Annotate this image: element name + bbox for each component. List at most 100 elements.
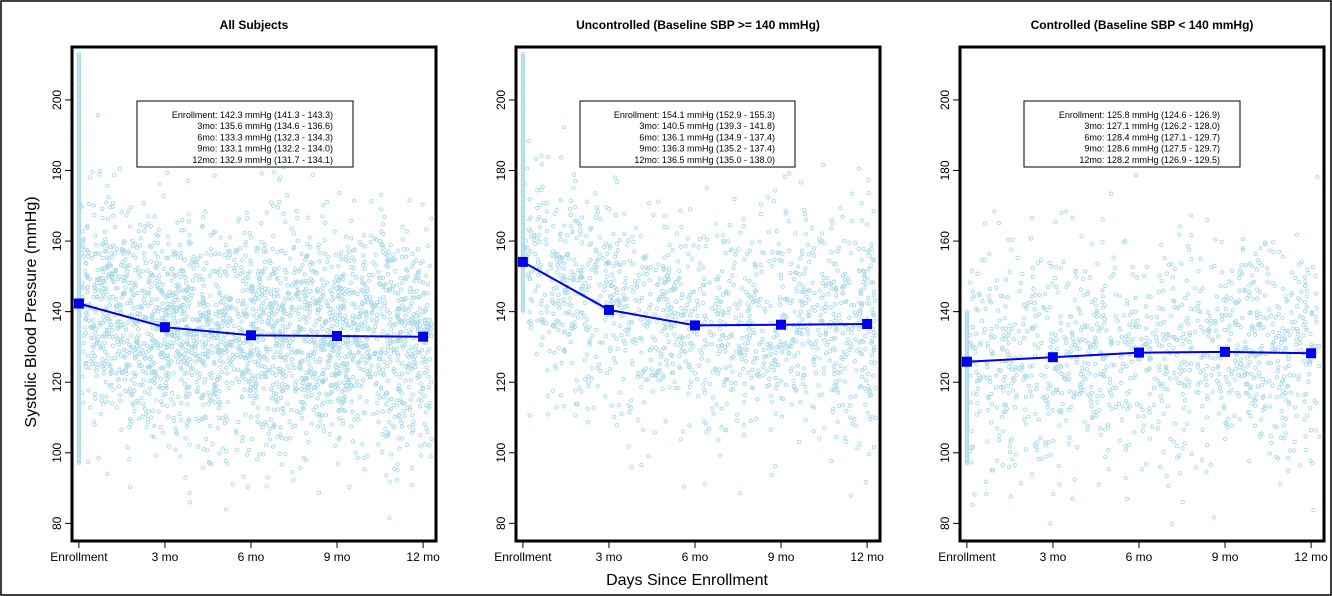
scatter-point xyxy=(169,359,174,364)
scatter-point xyxy=(115,377,121,383)
scatter-point xyxy=(241,474,246,479)
scatter-point xyxy=(425,324,431,330)
scatter-point xyxy=(1185,316,1190,321)
scatter-point xyxy=(819,238,825,244)
scatter-point xyxy=(395,306,401,312)
scatter-point xyxy=(627,410,632,415)
scatter-point xyxy=(607,366,612,372)
scatter-point xyxy=(224,448,229,454)
scatter-point xyxy=(1174,444,1179,449)
scatter-point xyxy=(379,192,384,198)
scatter-point xyxy=(129,418,134,424)
scatter-point xyxy=(97,320,102,325)
scatter-point xyxy=(360,345,365,350)
scatter-point xyxy=(718,326,723,332)
scatter-point xyxy=(116,384,121,389)
scatter-point xyxy=(738,299,743,304)
scatter-point xyxy=(701,265,706,270)
scatter-point xyxy=(1089,299,1094,305)
scatter-point xyxy=(339,275,344,280)
scatter-point xyxy=(287,368,292,373)
scatter-point xyxy=(284,311,289,317)
panel-title: Controlled (Baseline SBP < 140 mmHg) xyxy=(1031,18,1254,32)
scatter-point xyxy=(558,198,563,203)
scatter-point xyxy=(386,397,391,403)
scatter-point xyxy=(829,458,834,464)
scatter-point xyxy=(362,283,368,288)
scatter-point xyxy=(1179,323,1184,328)
scatter-point xyxy=(735,418,740,423)
scatter-point xyxy=(1063,418,1069,423)
scatter-point xyxy=(869,307,875,312)
scatter-point xyxy=(664,358,669,363)
scatter-point xyxy=(641,281,647,287)
scatter-point xyxy=(87,175,93,180)
scatter-point xyxy=(400,224,405,230)
scatter-point xyxy=(552,320,558,325)
scatter-point xyxy=(327,432,332,437)
scatter-point xyxy=(351,353,356,358)
scatter-point xyxy=(424,227,429,232)
scatter-point xyxy=(273,349,278,355)
scatter-point xyxy=(840,214,845,220)
scatter-point xyxy=(248,388,253,393)
scatter-point xyxy=(552,211,557,217)
scatter-point xyxy=(387,311,392,316)
scatter-point xyxy=(656,348,661,353)
scatter-point xyxy=(173,354,179,359)
scatter-point xyxy=(97,251,102,256)
scatter-point xyxy=(819,306,825,312)
scatter-point xyxy=(409,466,415,471)
scatter-point xyxy=(350,439,356,444)
scatter-point xyxy=(361,455,367,461)
scatter-point xyxy=(378,275,383,281)
x-tick-label: 3 mo xyxy=(152,550,179,564)
scatter-point xyxy=(595,366,600,371)
scatter-point xyxy=(100,215,105,221)
scatter-point xyxy=(720,233,726,238)
scatter-point xyxy=(85,248,90,253)
scatter-point xyxy=(125,363,130,368)
scatter-point xyxy=(203,341,208,346)
scatter-point xyxy=(738,230,743,235)
scatter-point xyxy=(207,423,213,429)
scatter-point xyxy=(695,313,700,319)
scatter-point xyxy=(832,368,837,373)
scatter-point xyxy=(863,378,869,383)
scatter-point xyxy=(183,280,189,285)
scatter-point xyxy=(415,311,420,316)
scatter-point xyxy=(1220,270,1225,275)
scatter-point xyxy=(357,383,362,388)
scatter-point xyxy=(256,452,262,457)
scatter-point xyxy=(399,254,405,260)
scatter-point xyxy=(303,296,308,301)
scatter-point xyxy=(308,245,313,250)
scatter-point xyxy=(265,318,270,324)
scatter-point xyxy=(361,233,367,238)
scatter-point xyxy=(88,358,93,364)
scatter-point xyxy=(341,316,346,322)
scatter-point xyxy=(342,365,348,370)
y-tick-label: 180 xyxy=(494,160,508,180)
scatter-point xyxy=(254,347,259,352)
scatter-point xyxy=(266,431,271,437)
scatter-point xyxy=(380,245,386,250)
scatter-point xyxy=(1182,398,1188,403)
scatter-point xyxy=(1268,313,1274,318)
scatter-point xyxy=(568,339,573,345)
scatter-point xyxy=(352,258,357,263)
scatter-point xyxy=(152,280,158,286)
scatter-point xyxy=(404,254,409,259)
scatter-point xyxy=(580,275,585,280)
scatter-point xyxy=(554,207,559,213)
scatter-point xyxy=(588,225,594,231)
scatter-point xyxy=(87,365,92,371)
scatter-point xyxy=(624,303,630,309)
scatter-point xyxy=(219,369,225,375)
scatter-point xyxy=(833,301,838,307)
scatter-point xyxy=(1169,262,1174,267)
scatter-point xyxy=(261,452,266,457)
scatter-point xyxy=(561,347,567,352)
scatter-point xyxy=(817,356,822,361)
scatter-point xyxy=(716,304,721,310)
